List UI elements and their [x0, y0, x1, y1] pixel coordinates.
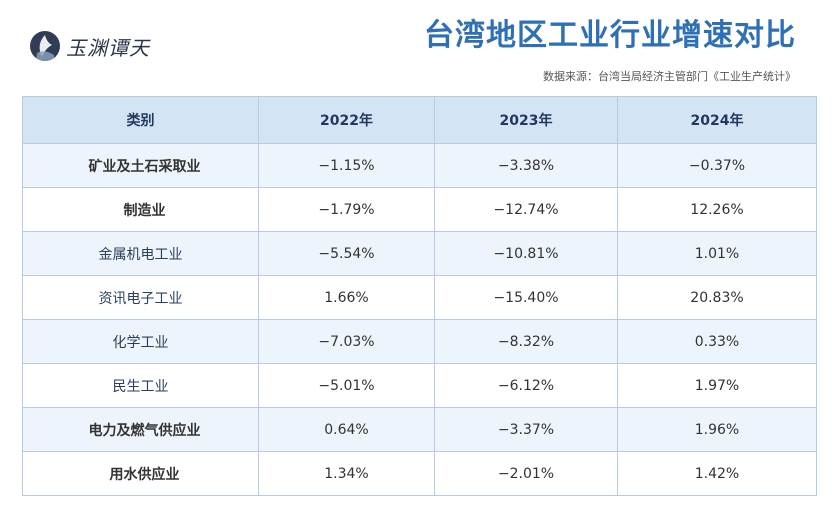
- table-row: 化学工业 −7.03% −8.32% 0.33%: [22, 319, 817, 364]
- table-row: 民生工业 −5.01% −6.12% 1.97%: [22, 363, 817, 408]
- growth-value-cell: −7.03%: [258, 319, 435, 364]
- table-row: 矿业及土石采取业 −1.15% −3.38% −0.37%: [22, 143, 817, 188]
- growth-value-cell: −3.38%: [434, 143, 618, 188]
- growth-value-cell: −12.74%: [434, 187, 618, 232]
- row-category-label: 化学工业: [22, 319, 259, 364]
- growth-value-cell: 1.66%: [258, 275, 435, 320]
- growth-value-cell: 12.26%: [617, 187, 817, 232]
- growth-value-cell: −8.32%: [434, 319, 618, 364]
- table-header-row: 类别 2022年 2023年 2024年: [22, 96, 817, 144]
- logo-text: 玉渊谭天: [66, 35, 150, 60]
- growth-value-cell: −6.12%: [434, 363, 618, 408]
- growth-value-cell: −1.15%: [258, 143, 435, 188]
- row-category-label: 民生工业: [22, 363, 259, 408]
- logo-mark-icon: [30, 31, 60, 61]
- row-category-label: 资讯电子工业: [22, 275, 259, 320]
- growth-value-cell: 1.97%: [617, 363, 817, 408]
- row-category-label: 电力及燃气供应业: [22, 407, 259, 452]
- table-row: 电力及燃气供应业 0.64% −3.37% 1.96%: [22, 407, 817, 452]
- growth-value-cell: −5.01%: [258, 363, 435, 408]
- growth-value-cell: −10.81%: [434, 231, 618, 276]
- row-category-label: 金属机电工业: [22, 231, 259, 276]
- table-row: 用水供应业 1.34% −2.01% 1.42%: [22, 451, 817, 496]
- growth-value-cell: 20.83%: [617, 275, 817, 320]
- column-header: 2024年: [617, 96, 817, 144]
- row-category-label: 制造业: [22, 187, 259, 232]
- row-category-label: 矿业及土石采取业: [22, 143, 259, 188]
- column-header: 类别: [22, 96, 259, 144]
- growth-value-cell: 1.42%: [617, 451, 817, 496]
- growth-value-cell: 0.33%: [617, 319, 817, 364]
- page-title: 台湾地区工业行业增速对比: [424, 18, 796, 53]
- growth-value-cell: −3.37%: [434, 407, 618, 452]
- growth-value-cell: −1.79%: [258, 187, 435, 232]
- growth-value-cell: 0.64%: [258, 407, 435, 452]
- table-row: 金属机电工业 −5.54% −10.81% 1.01%: [22, 231, 817, 276]
- table-row: 资讯电子工业 1.66% −15.40% 20.83%: [22, 275, 817, 320]
- growth-value-cell: −2.01%: [434, 451, 618, 496]
- table-row: 制造业 −1.79% −12.74% 12.26%: [22, 187, 817, 232]
- growth-value-cell: 1.34%: [258, 451, 435, 496]
- growth-value-cell: 1.01%: [617, 231, 817, 276]
- data-source-note: 数据来源：台湾当局经济主管部门《工业生产统计》: [543, 70, 796, 83]
- header: 玉渊谭天 台湾地区工业行业增速对比 数据来源：台湾当局经济主管部门《工业生产统计…: [0, 0, 832, 92]
- logo: 玉渊谭天: [30, 28, 150, 64]
- growth-value-cell: −0.37%: [617, 143, 817, 188]
- row-category-label: 用水供应业: [22, 451, 259, 496]
- growth-table: 类别 2022年 2023年 2024年 矿业及土石采取业 −1.15% −3.38…: [22, 96, 817, 496]
- growth-value-cell: −15.40%: [434, 275, 618, 320]
- column-header: 2023年: [434, 96, 618, 144]
- table-body: 矿业及土石采取业 −1.15% −3.38% −0.37% 制造业 −1.79% −12.7…: [22, 143, 817, 496]
- column-header: 2022年: [258, 96, 435, 144]
- growth-value-cell: −5.54%: [258, 231, 435, 276]
- growth-value-cell: 1.96%: [617, 407, 817, 452]
